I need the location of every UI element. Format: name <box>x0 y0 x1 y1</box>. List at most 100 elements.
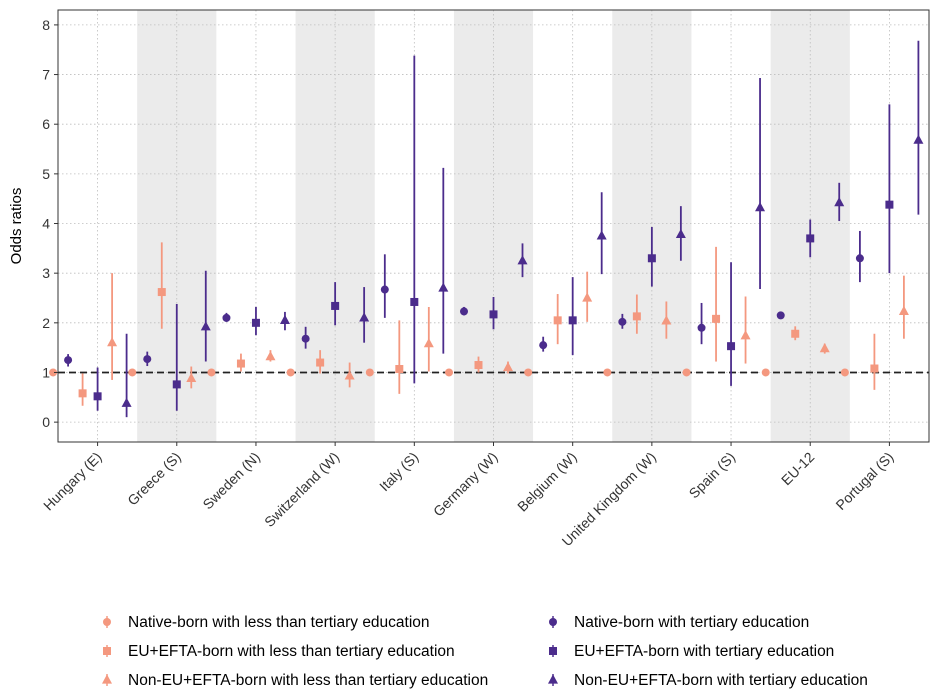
point-eu-efta-born-with-tertiary-education-united-kingdom-w <box>647 226 656 287</box>
point-native-born-with-less-than-tertiary-education-germany-w <box>445 368 453 377</box>
point-eu-efta-born-with-tertiary-education-sweden-n <box>251 306 260 336</box>
marker-triangle <box>913 134 924 144</box>
point-native-born-with-tertiary-education-belgium-w <box>539 336 548 352</box>
x-tick-label: Greece (S) <box>124 449 184 509</box>
point-eu-efta-born-with-tertiary-education-germany-w <box>489 297 498 330</box>
point-eu-efta-born-with-less-than-tertiary-education-spain-s <box>712 246 721 362</box>
point-native-born-with-less-than-tertiary-education-spain-s <box>682 368 691 377</box>
point-eu-efta-born-with-tertiary-education-switzerland-w <box>331 282 340 326</box>
marker-square <box>157 288 166 297</box>
marker-circle <box>682 368 691 377</box>
legend-item-native-born-with-tertiary-education: Native-born with tertiary education <box>549 614 809 631</box>
legend-item-non-eu-efta-born-with-less-than-tertiary-education: Non-EU+EFTA-born with less than tertiary… <box>102 672 488 689</box>
point-native-born-with-less-than-tertiary-education-switzerland-w <box>286 368 295 377</box>
point-eu-efta-born-with-tertiary-education-belgium-w <box>568 277 577 356</box>
point-native-born-with-tertiary-education-eu-12 <box>776 311 785 320</box>
marker-circle <box>445 368 453 377</box>
y-tick-label: 8 <box>42 17 50 33</box>
marker-square <box>93 392 102 401</box>
point-non-eu-efta-born-with-less-than-tertiary-education-italy-s <box>423 306 434 372</box>
x-tick-label: EU-12 <box>778 449 818 489</box>
marker-triangle <box>438 282 449 292</box>
marker-triangle <box>121 397 132 407</box>
x-tick-label: Sweden (N) <box>199 449 263 513</box>
point-eu-efta-born-with-less-than-tertiary-education-italy-s <box>395 320 404 394</box>
y-tick-label: 1 <box>42 364 50 380</box>
y-tick-label: 7 <box>42 67 50 83</box>
marker-circle <box>855 254 864 263</box>
legend-key-marker <box>103 647 111 655</box>
marker-circle <box>286 368 295 377</box>
point-native-born-with-tertiary-education-greece-s <box>143 351 152 367</box>
x-tick-label: Italy (S) <box>376 449 421 494</box>
point-native-born-with-less-than-tertiary-education-greece-s <box>128 368 137 377</box>
point-eu-efta-born-with-tertiary-education-spain-s <box>727 262 736 386</box>
legend-label: EU+EFTA-born with tertiary education <box>574 643 834 660</box>
point-eu-efta-born-with-tertiary-education-greece-s <box>172 303 181 411</box>
point-eu-efta-born-with-less-than-tertiary-education-hungary-e <box>78 373 87 406</box>
marker-square <box>489 310 498 319</box>
point-non-eu-efta-born-with-less-than-tertiary-education-greece-s <box>186 366 197 389</box>
marker-circle <box>618 317 627 326</box>
y-tick-label: 4 <box>42 216 50 232</box>
marker-square <box>568 316 577 325</box>
marker-square <box>474 361 483 370</box>
marker-triangle <box>898 305 909 316</box>
point-non-eu-efta-born-with-less-than-tertiary-education-switzerland-w <box>344 362 355 388</box>
point-non-eu-efta-born-with-less-than-tertiary-education-sweden-n <box>265 350 276 362</box>
marker-square <box>727 342 736 351</box>
y-axis-title: Odds ratios <box>8 188 25 265</box>
point-native-born-with-less-than-tertiary-education-united-kingdom-w <box>603 368 612 377</box>
point-eu-efta-born-with-tertiary-education-italy-s <box>410 55 419 384</box>
marker-circle <box>49 368 58 377</box>
x-axis: Hungary (E) Greece (S) Sweden (N)Switzerla… <box>40 442 897 549</box>
marker-circle <box>840 368 849 377</box>
legend-label: EU+EFTA-born with less than tertiary edu… <box>128 643 455 660</box>
marker-square <box>251 318 260 327</box>
point-eu-efta-born-with-less-than-tertiary-education-greece-s <box>157 242 166 329</box>
point-non-eu-efta-born-with-tertiary-education-eu-12 <box>834 182 845 222</box>
marker-triangle <box>834 197 845 207</box>
legend-key-marker <box>549 647 557 655</box>
point-native-born-with-less-than-tertiary-education-italy-s <box>365 368 374 377</box>
marker-circle <box>776 311 785 320</box>
marker-square <box>78 389 87 398</box>
legend-item-non-eu-efta-born-with-tertiary-education: Non-EU+EFTA-born with tertiary education <box>548 672 868 689</box>
marker-square <box>885 200 894 209</box>
marker-square <box>410 297 419 306</box>
marker-circle <box>222 313 231 322</box>
point-non-eu-efta-born-with-tertiary-education-portugal-s <box>913 40 924 215</box>
data-marks <box>49 40 924 418</box>
point-eu-efta-born-with-less-than-tertiary-education-united-kingdom-w <box>632 294 641 334</box>
marker-circle <box>460 307 468 316</box>
marker-triangle <box>265 350 276 361</box>
marker-triangle <box>740 330 751 340</box>
point-non-eu-efta-born-with-tertiary-education-belgium-w <box>596 192 607 275</box>
point-native-born-with-tertiary-education-portugal-s <box>855 230 864 283</box>
legend-label: Non-EU+EFTA-born with tertiary education <box>574 672 868 689</box>
marker-triangle <box>359 312 370 322</box>
marker-square <box>172 380 181 389</box>
marker-square <box>331 301 340 310</box>
marker-triangle <box>596 230 607 240</box>
point-native-born-with-less-than-tertiary-education-belgium-w <box>524 368 533 377</box>
point-non-eu-efta-born-with-tertiary-education-greece-s <box>200 270 211 362</box>
marker-triangle <box>423 338 434 348</box>
x-tick-label: Germany (W) <box>430 449 501 520</box>
marker-circle <box>524 368 533 377</box>
legend-item-native-born-with-less-than-tertiary-education: Native-born with less than tertiary educ… <box>103 614 430 631</box>
point-non-eu-efta-born-with-less-than-tertiary-education-united-kingdom-w <box>661 301 672 339</box>
marker-circle <box>143 355 152 364</box>
legend-key-marker <box>103 618 111 626</box>
point-native-born-with-less-than-tertiary-education-portugal-s <box>840 368 849 377</box>
point-eu-efta-born-with-less-than-tertiary-education-sweden-n <box>236 353 245 372</box>
y-tick-label: 6 <box>42 116 50 132</box>
point-native-born-with-less-than-tertiary-education-sweden-n <box>207 368 216 377</box>
marker-circle <box>301 334 310 343</box>
point-eu-efta-born-with-tertiary-education-portugal-s <box>885 104 894 274</box>
legend-label: Native-born with tertiary education <box>574 614 809 631</box>
point-eu-efta-born-with-less-than-tertiary-education-eu-12 <box>791 326 800 341</box>
point-eu-efta-born-with-tertiary-education-hungary-e <box>93 367 102 411</box>
marker-square <box>236 359 245 368</box>
